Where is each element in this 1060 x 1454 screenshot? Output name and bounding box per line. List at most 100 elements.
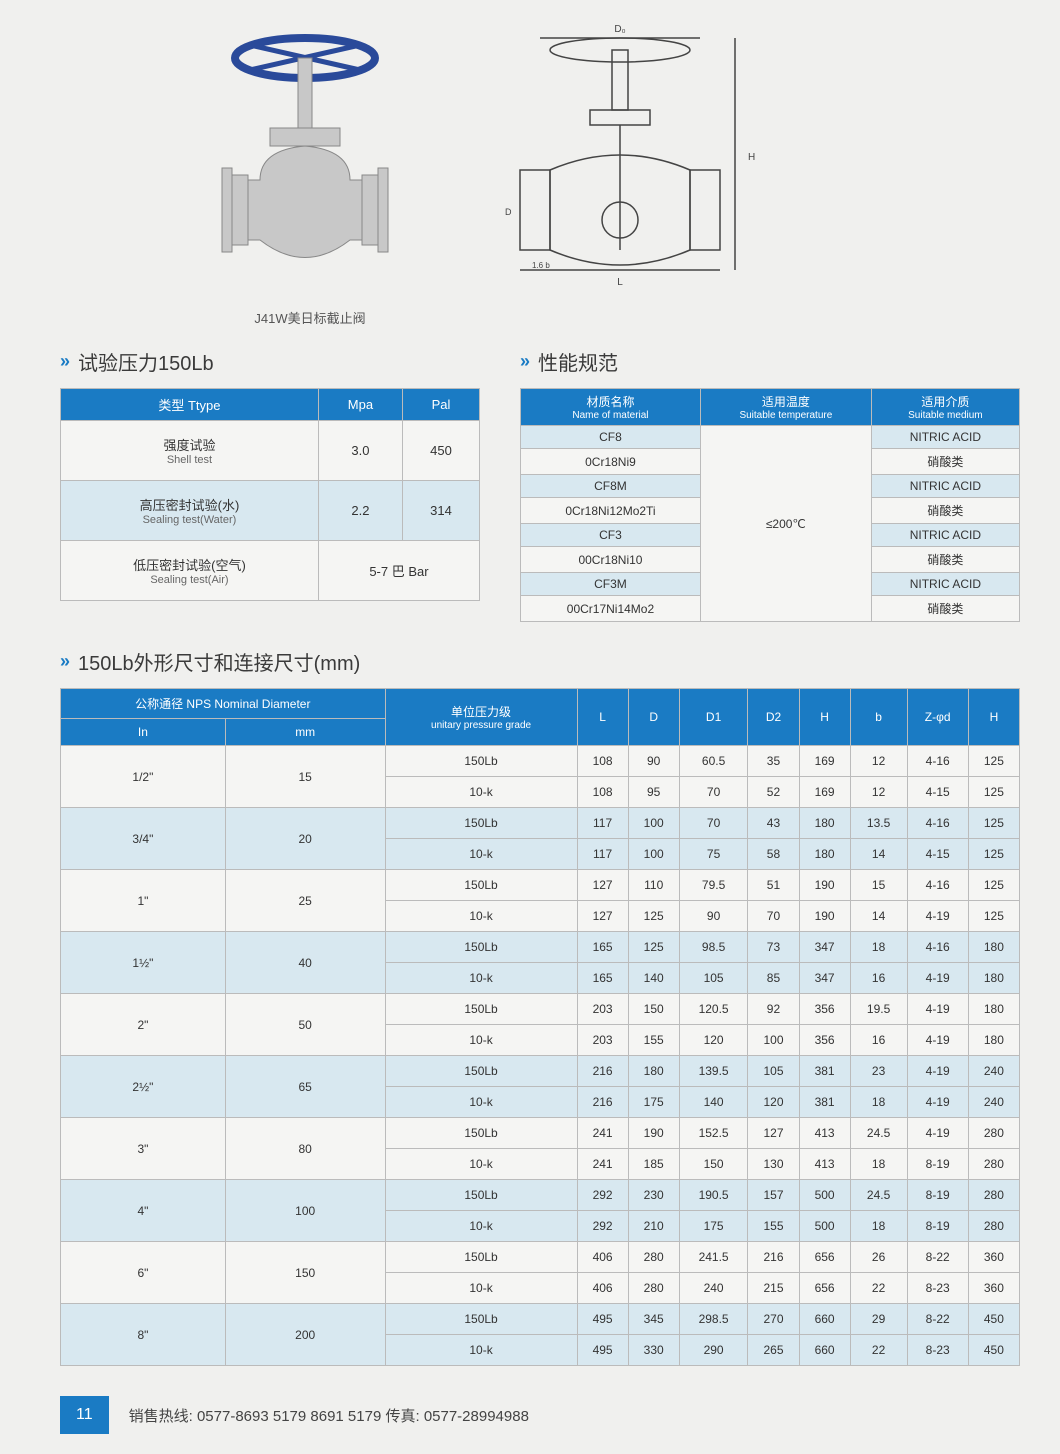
dim-value-cell: 108 <box>577 777 628 808</box>
dim-value-cell: 347 <box>799 963 850 994</box>
grade-cell: 10-k <box>385 777 577 808</box>
section-title-3: » 150Lb外形尺寸和连接尺寸(mm) <box>60 647 1020 676</box>
grade-cell: 10-k <box>385 839 577 870</box>
svg-text:1.6 b: 1.6 b <box>532 261 550 270</box>
dim-value-cell: 125 <box>628 932 679 963</box>
medium-cell: 硝酸类 <box>871 498 1019 524</box>
dim-value-cell: 381 <box>799 1087 850 1118</box>
dim-value-cell: 330 <box>628 1335 679 1366</box>
dim-value-cell: 241 <box>577 1149 628 1180</box>
table-header: 适用温度Suitable temperature <box>700 389 871 426</box>
dim-value-cell: 4-19 <box>907 1025 968 1056</box>
dim-value-cell: 190 <box>628 1118 679 1149</box>
test-pressure-table: 类型 TtypeMpaPal 强度试验Shell test3.0450高压密封试… <box>60 388 480 601</box>
grade-cell: 150Lb <box>385 1180 577 1211</box>
table-row: 6"150150Lb406280241.5216656268-22360 <box>61 1242 1020 1273</box>
dim-mm-cell: 200 <box>225 1304 385 1366</box>
dim-mm-cell: 100 <box>225 1180 385 1242</box>
dim-value-cell: 190.5 <box>679 1180 748 1211</box>
svg-text:D₀: D₀ <box>614 24 625 35</box>
dim-value-cell: 240 <box>968 1087 1019 1118</box>
chevron-icon: » <box>520 351 530 372</box>
dim-value-cell: 292 <box>577 1180 628 1211</box>
dim-value-cell: 140 <box>628 963 679 994</box>
dim-value-cell: 105 <box>748 1056 799 1087</box>
dim-value-cell: 127 <box>577 870 628 901</box>
dim-value-cell: 4-19 <box>907 1087 968 1118</box>
dim-value-cell: 4-16 <box>907 932 968 963</box>
dim-value-cell: 4-19 <box>907 963 968 994</box>
dim-value-cell: 280 <box>968 1180 1019 1211</box>
table-header: 单位压力级unitary pressure grade <box>385 689 577 746</box>
test-type-cell: 高压密封试验(水)Sealing test(Water) <box>61 481 319 541</box>
table-row: 高压密封试验(水)Sealing test(Water)2.2314 <box>61 481 480 541</box>
medium-cell: NITRIC ACID <box>871 573 1019 596</box>
table-header: b <box>850 689 907 746</box>
material-cell: 00Cr17Ni14Mo2 <box>521 596 701 622</box>
dim-value-cell: 4-19 <box>907 1118 968 1149</box>
dim-value-cell: 127 <box>748 1118 799 1149</box>
dim-in-cell: 2½" <box>61 1056 226 1118</box>
dim-value-cell: 100 <box>748 1025 799 1056</box>
dim-value-cell: 270 <box>748 1304 799 1335</box>
dim-value-cell: 500 <box>799 1180 850 1211</box>
dim-value-cell: 22 <box>850 1335 907 1366</box>
top-images-row: J41W美日标截止阀 D₀ L H D 1.6 b <box>60 20 1020 327</box>
grade-cell: 10-k <box>385 1025 577 1056</box>
dim-value-cell: 22 <box>850 1273 907 1304</box>
dim-value-cell: 230 <box>628 1180 679 1211</box>
dim-value-cell: 240 <box>968 1056 1019 1087</box>
table-header: D <box>628 689 679 746</box>
dim-value-cell: 58 <box>748 839 799 870</box>
dim-value-cell: 125 <box>968 870 1019 901</box>
table-header: 材质名称Name of material <box>521 389 701 426</box>
dim-mm-cell: 40 <box>225 932 385 994</box>
dim-value-cell: 125 <box>968 777 1019 808</box>
dim-value-cell: 120 <box>748 1087 799 1118</box>
dim-value-cell: 356 <box>799 1025 850 1056</box>
dim-value-cell: 660 <box>799 1335 850 1366</box>
medium-cell: NITRIC ACID <box>871 475 1019 498</box>
test-type-cell: 低压密封试验(空气)Sealing test(Air) <box>61 541 319 601</box>
svg-text:D: D <box>505 207 512 217</box>
dim-value-cell: 280 <box>628 1273 679 1304</box>
dim-value-cell: 495 <box>577 1335 628 1366</box>
table-row: 1/2"15150Lb1089060.535169124-16125 <box>61 746 1020 777</box>
dim-value-cell: 495 <box>577 1304 628 1335</box>
test-value-cell: 3.0 <box>318 421 402 481</box>
section3-title: 150Lb外形尺寸和连接尺寸(mm) <box>78 647 360 676</box>
section2-title: 性能规范 <box>538 347 618 376</box>
dim-value-cell: 360 <box>968 1273 1019 1304</box>
dim-in-cell: 1" <box>61 870 226 932</box>
performance-section: » 性能规范 材质名称Name of material适用温度Suitable … <box>520 347 1020 622</box>
dim-value-cell: 125 <box>628 901 679 932</box>
dim-value-cell: 19.5 <box>850 994 907 1025</box>
dim-value-cell: 130 <box>748 1149 799 1180</box>
table-header: mm <box>225 719 385 746</box>
dim-value-cell: 125 <box>968 808 1019 839</box>
dim-value-cell: 108 <box>577 746 628 777</box>
dim-value-cell: 92 <box>748 994 799 1025</box>
dim-value-cell: 185 <box>628 1149 679 1180</box>
medium-cell: NITRIC ACID <box>871 426 1019 449</box>
dim-value-cell: 35 <box>748 746 799 777</box>
section-title-1: » 试验压力150Lb <box>60 347 480 376</box>
dim-value-cell: 140 <box>679 1087 748 1118</box>
dim-value-cell: 180 <box>628 1056 679 1087</box>
temperature-cell: ≤200℃ <box>700 426 871 622</box>
dim-value-cell: 152.5 <box>679 1118 748 1149</box>
dim-value-cell: 8-19 <box>907 1180 968 1211</box>
table-row: 1½"40150Lb16512598.573347184-16180 <box>61 932 1020 963</box>
grade-cell: 10-k <box>385 901 577 932</box>
page-number: 11 <box>60 1396 109 1434</box>
grade-cell: 10-k <box>385 1335 577 1366</box>
dim-value-cell: 105 <box>679 963 748 994</box>
footer-contact: 销售热线: 0577-8693 5179 8691 5179 传真: 0577-… <box>129 1405 529 1426</box>
dim-mm-cell: 20 <box>225 808 385 870</box>
grade-cell: 10-k <box>385 1211 577 1242</box>
dim-value-cell: 241 <box>577 1118 628 1149</box>
valve-photo-wrap: J41W美日标截止阀 <box>200 20 420 327</box>
dimensions-table: 公称通径 NPS Nominal Diameter单位压力级unitary pr… <box>60 688 1020 1366</box>
table-row: 1"25150Lb12711079.551190154-16125 <box>61 870 1020 901</box>
dim-value-cell: 70 <box>679 808 748 839</box>
